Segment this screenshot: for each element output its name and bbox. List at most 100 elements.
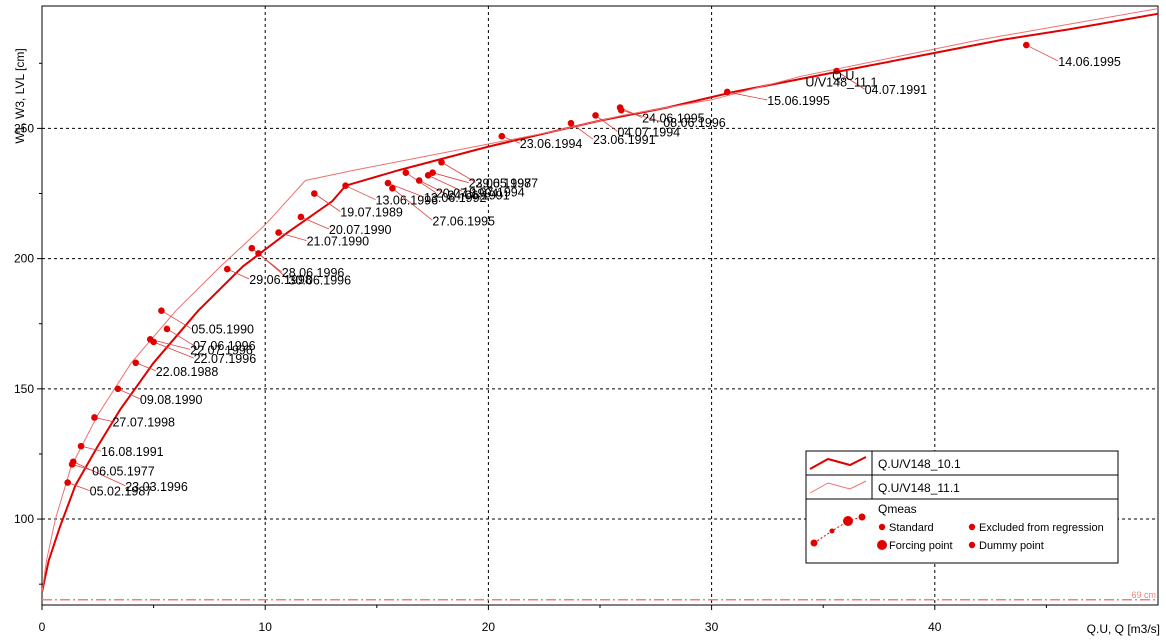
legend-marker: [968, 541, 976, 549]
measurement-point: [402, 169, 410, 176]
label-leader-lines: [67, 44, 1059, 491]
label-leader: [300, 216, 330, 230]
label-leader: [227, 268, 250, 280]
measurement-point: [132, 359, 140, 367]
legend-qmeas-point: [843, 516, 853, 526]
measurement-label: 23.06.1994: [520, 137, 583, 151]
measurement-label: 30.06.1996: [289, 273, 352, 287]
reference-line-label: 69 cm: [1131, 590, 1156, 600]
measurement-points: [64, 41, 1030, 486]
measurement-label: 19.07.1994: [462, 185, 525, 199]
curve-2: [41, 8, 1159, 593]
curve-1: [41, 12, 1159, 593]
x-tick-label: 40: [928, 620, 942, 634]
x-tick-label: 10: [259, 620, 273, 634]
legend-qmeas-item: Standard: [889, 522, 934, 534]
measurement-label: 23.03.1996: [125, 480, 188, 494]
curve-label: U/V148_11.1: [805, 76, 877, 90]
legend-qmeas-title: Qmeas: [878, 502, 917, 516]
measurement-point: [297, 213, 305, 221]
measurement-label: 19.07.1989: [340, 206, 403, 220]
measurement-label: 27.06.1995: [432, 214, 495, 228]
measurement-point: [384, 179, 392, 187]
label-leader: [153, 341, 194, 359]
x-tick-label: 20: [482, 620, 496, 634]
measurement-label: 24.06.1991: [447, 188, 510, 202]
label-leader: [67, 482, 90, 491]
measurement-point: [255, 250, 262, 257]
label-leader: [161, 310, 192, 330]
label-leader: [1026, 44, 1059, 62]
label-leader: [595, 115, 618, 132]
label-leader: [314, 193, 341, 212]
measurement-label: 14.06.1995: [1058, 55, 1121, 69]
measurement-label: 05.05.1990: [191, 323, 254, 337]
legend-qmeas-point: [810, 539, 818, 547]
measurement-point: [91, 414, 98, 421]
measurement-label: 24.06.1995: [642, 112, 705, 126]
measurement-point: [389, 185, 396, 192]
label-leader: [117, 388, 141, 400]
label-leader: [166, 328, 194, 346]
label-leader: [621, 109, 664, 123]
label-leader: [73, 461, 126, 487]
legend-marker: [878, 523, 886, 531]
measurement-point: [311, 190, 318, 197]
measurement-point: [342, 182, 349, 189]
measurement-point: [415, 177, 423, 184]
measurement-point: [64, 479, 71, 486]
legend-swatch-2: [809, 480, 867, 494]
measurement-point: [429, 169, 436, 176]
label-leader: [392, 187, 433, 221]
measurement-point: [833, 67, 840, 75]
y-tick-label: 250: [14, 121, 34, 135]
legend-qmeas-item: Excluded from regression: [979, 522, 1104, 534]
label-leader: [419, 180, 448, 195]
plot-frame: [41, 5, 1159, 606]
y-axis-label: W1, W3, LVL [cm]: [13, 48, 27, 143]
label-leader: [80, 445, 102, 452]
measurement-label: 27.07.1998: [112, 415, 175, 429]
legend-marker: [877, 540, 887, 550]
measurement-label: 13.06.1996: [376, 194, 439, 208]
curve-label: Q.U: [832, 69, 854, 83]
measurement-label: 21.07.1990: [307, 235, 370, 249]
legend-qmeas-item: Dummy point: [979, 540, 1044, 552]
measurement-labels: Q.UU/V148_11.1 05.02.1987 06.05.1977 23.03.…: [90, 55, 1121, 499]
measurement-label: 15.06.1995: [767, 94, 830, 108]
measurement-label: 06.05.1977: [92, 464, 155, 478]
label-leader: [258, 253, 289, 280]
legend-marker: [968, 523, 976, 531]
legend-box: [805, 450, 1119, 564]
label-leader: [278, 232, 307, 241]
legend-qmeas-point: [829, 528, 835, 534]
legend-qmeas-item: Forcing point: [889, 540, 953, 552]
x-tick-label: 0: [39, 620, 46, 634]
label-leader: [427, 174, 463, 192]
measurement-label: 28.06.1996: [282, 266, 345, 280]
label-leader: [150, 338, 191, 350]
rating-curves: 69 cm: [41, 8, 1159, 601]
measurement-label: 22.07.1996: [190, 343, 253, 357]
measurement-point: [150, 338, 157, 346]
axes: 0 10 20 30 40 100 150 200 250: [14, 5, 1159, 634]
measurement-point: [438, 158, 445, 166]
label-leader: [570, 122, 594, 140]
y-tick-label: 200: [14, 252, 34, 266]
label-leader: [432, 172, 469, 184]
y-tick-label: 100: [14, 512, 34, 526]
label-leader: [135, 362, 156, 372]
measurement-label: 20.07.1994: [436, 187, 499, 201]
measurement-label: 04.07.1991: [865, 83, 928, 97]
measurement-label: 23.06.1997: [469, 177, 532, 191]
measurement-label: 22.08.1988: [156, 365, 219, 379]
measurement-point: [617, 106, 625, 114]
x-axis-label: Q.U, Q [m3/s]: [1087, 622, 1160, 636]
legend-entry-2: Q.U/V148_11.1: [878, 481, 960, 495]
measurement-point: [248, 244, 256, 252]
legend-qmeas-point: [858, 513, 866, 521]
legend-entry-1: Q.U/V148_10.1: [878, 457, 961, 471]
measurement-label: 20.07.1990: [329, 223, 392, 237]
measurement-point: [567, 119, 575, 127]
